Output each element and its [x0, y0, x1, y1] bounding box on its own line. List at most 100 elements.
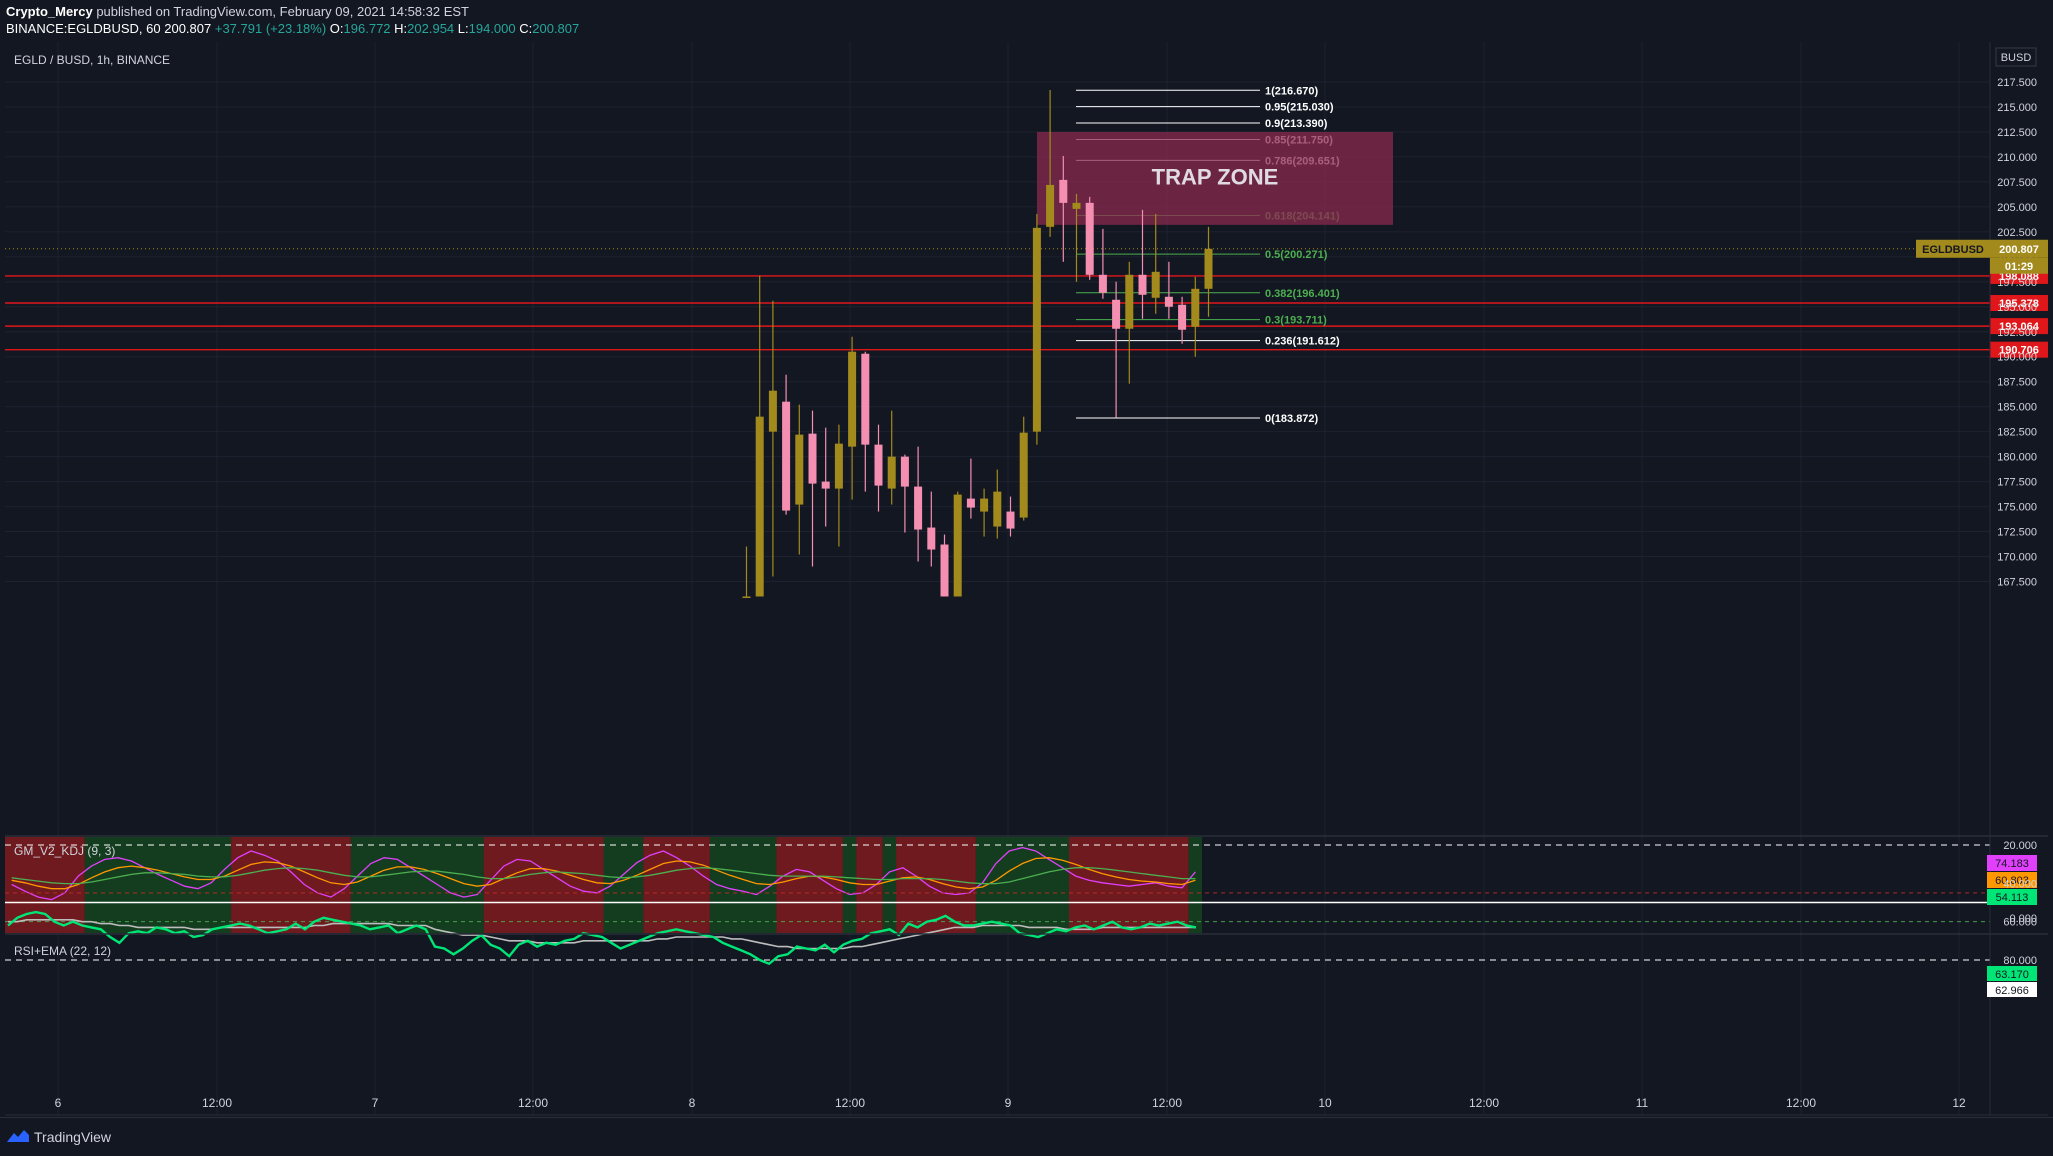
support-label: 190.706 — [1999, 345, 2039, 357]
price-tick: 197.500 — [1997, 277, 2037, 289]
time-tick: 8 — [689, 1096, 696, 1110]
price-change: +37.791 (+23.18%) — [214, 21, 327, 36]
fib-label: 0.9(213.390) — [1265, 118, 1328, 130]
kdj-value-label: 60.803 — [1995, 875, 2029, 887]
trap-zone-box — [1037, 131, 1393, 225]
candle-body — [1164, 296, 1173, 307]
candle-body — [953, 494, 962, 597]
candle-body — [861, 353, 870, 445]
kdj-band — [643, 837, 710, 933]
kdj-series-line — [11, 857, 1196, 890]
price-tick: 182.500 — [1997, 427, 2037, 439]
chart-canvas[interactable]: 198.088 195.378 193.064 190.706 1(216.670) 0… — [0, 40, 2053, 1117]
candle-body — [1151, 271, 1160, 298]
currency-box[interactable] — [1995, 47, 2037, 67]
open-label: O: — [329, 21, 344, 36]
price-tick: 195.000 — [1997, 302, 2037, 314]
author-line: Crypto_Mercy published on TradingView.co… — [6, 4, 469, 19]
candle-body — [993, 491, 1002, 527]
price-tick: 180.000 — [1997, 452, 2037, 464]
trap-zone-label: TRAP ZONE — [1152, 164, 1279, 189]
fib-label: 0.3(193.711) — [1265, 315, 1327, 327]
candle-body — [914, 486, 923, 530]
support-label-box — [1990, 318, 2048, 335]
price-tick: 170.000 — [1997, 552, 2037, 564]
support-label-box — [1990, 341, 2048, 358]
chart-title: EGLD / BUSD, 1h, BINANCE — [14, 53, 170, 67]
low-label: L: — [457, 21, 469, 36]
candle-body — [848, 351, 857, 447]
price-tick: 167.500 — [1997, 577, 2037, 589]
candle-body — [1072, 202, 1081, 209]
kdj-band — [882, 837, 897, 933]
last-price-label: 200.807 — [1999, 244, 2039, 256]
kdj-lines — [11, 846, 1196, 901]
symbol-interval: BINANCE:EGLDBUSD, 60 — [6, 21, 161, 36]
kdj-series-line — [11, 867, 1196, 885]
candle-body — [980, 498, 989, 512]
candle-body — [755, 416, 764, 597]
time-tick: 12:00 — [202, 1096, 232, 1110]
symbol-line: BINANCE:EGLDBUSD, 60 200.807 +37.791 (+2… — [6, 21, 579, 36]
kdj-band — [603, 837, 644, 933]
support-label: 198.088 — [1999, 271, 2039, 283]
fib-label: 0.236(191.612) — [1265, 336, 1340, 348]
candle-body — [1204, 248, 1213, 289]
price-tick: 205.000 — [1997, 202, 2037, 214]
rsi-tick: 80.000 — [2003, 955, 2037, 967]
kdj-band — [1188, 837, 1202, 933]
candle-body — [966, 498, 975, 508]
candlestick-series — [742, 89, 1213, 598]
pane-titles: EGLD / BUSD, 1h, BINANCE BUSD GM_V2_KDJ … — [14, 47, 2037, 958]
rsi-series-line — [7, 910, 1197, 966]
rsi-title: RSI+EMA (22, 12) — [14, 944, 111, 958]
kdj-band — [350, 837, 484, 933]
rsi-tick: 20.000 — [2003, 840, 2037, 852]
support-levels: 198.088 195.378 193.064 190.706 — [5, 248, 2048, 358]
candle-body — [940, 544, 949, 597]
tradingview-logo-icon[interactable] — [6, 1128, 30, 1144]
support-label: 193.064 — [1999, 321, 2040, 333]
candle-body — [874, 444, 883, 486]
time-tick: 9 — [1005, 1096, 1012, 1110]
low-value: 194.000 — [468, 21, 516, 36]
kdj-value-label: 74.183 — [1995, 858, 2029, 870]
countdown-label: 01:29 — [2005, 261, 2033, 273]
tradingview-brand[interactable]: TradingView — [34, 1129, 112, 1145]
candle-body — [887, 456, 896, 489]
kdj-value-box — [1987, 889, 2037, 905]
publication-header: Crypto_Mercy published on TradingView.co… — [0, 0, 2053, 40]
rsi-tick: 40.000 — [2003, 878, 2037, 890]
time-tick: 12:00 — [835, 1096, 865, 1110]
author-name[interactable]: Crypto_Mercy — [6, 4, 93, 19]
time-tick: 12:00 — [1152, 1096, 1182, 1110]
kdj-title: GM_V2_KDJ (9, 3) — [14, 844, 115, 858]
fib-label: 0.5(200.271) — [1265, 249, 1328, 261]
currency-label: BUSD — [2001, 52, 2032, 64]
time-tick: 12:00 — [518, 1096, 548, 1110]
price-tick: 210.000 — [1997, 152, 2037, 164]
fib-label: 1(216.670) — [1265, 85, 1319, 97]
kdj-band — [1069, 837, 1189, 933]
candle-body — [1019, 432, 1028, 518]
candle-body — [1098, 274, 1107, 293]
candle-body — [795, 434, 804, 505]
last-price-header: 200.807 — [164, 21, 212, 36]
candle-body — [1191, 288, 1200, 327]
support-label-box — [1990, 294, 2048, 311]
chart-background — [5, 42, 2048, 1115]
candle-body — [927, 527, 936, 550]
rsi-lines — [5, 844, 1990, 966]
kdj-tick: 0.000 — [2009, 913, 2037, 925]
candle-body — [834, 443, 843, 489]
price-tick: 172.500 — [1997, 527, 2037, 539]
time-tick: 12:00 — [1786, 1096, 1816, 1110]
kdj-series-line — [11, 846, 1196, 901]
kdj-band — [842, 837, 857, 933]
candle-body — [742, 596, 751, 598]
time-tick: 6 — [55, 1096, 62, 1110]
published-info: published on TradingView.com, February 0… — [96, 4, 469, 19]
candle-body — [1178, 304, 1187, 330]
high-label: H: — [394, 21, 408, 36]
time-tick: 12:00 — [1469, 1096, 1499, 1110]
